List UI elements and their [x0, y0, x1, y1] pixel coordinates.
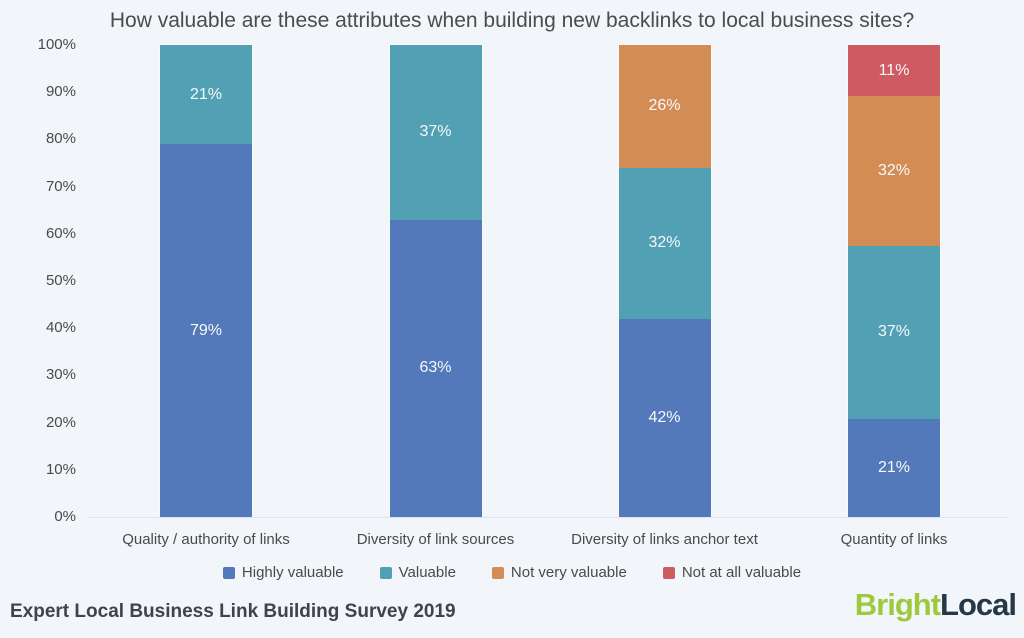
- segment-value-label: 32%: [648, 234, 681, 252]
- plot-area: 79% 21% 63% 37% 42% 32% 26% 21% 37% 32% 11%: [88, 45, 1008, 517]
- legend-label: Not very valuable: [510, 564, 627, 581]
- legend-swatch: [662, 566, 675, 579]
- segment-value-label: 63%: [419, 359, 452, 377]
- x-axis-category-label: Diversity of links anchor text: [571, 531, 758, 548]
- legend-item: Valuable: [379, 564, 456, 581]
- x-axis-category-label: Quality / authority of links: [122, 531, 290, 548]
- legend-swatch: [222, 566, 235, 579]
- source-caption: Expert Local Business Link Building Surv…: [10, 601, 456, 622]
- y-axis-tick-label: 70%: [45, 177, 76, 195]
- bar-segment: 42%: [618, 318, 711, 517]
- legend-label: Valuable: [398, 564, 456, 581]
- bar-1: 79% 21%: [160, 45, 252, 517]
- segment-value-label: 21%: [189, 85, 223, 103]
- bar-segment: 37%: [848, 245, 940, 419]
- legend-label: Not at all valuable: [681, 564, 802, 581]
- y-axis-tick-label: 90%: [45, 83, 76, 101]
- x-axis-category-label: Diversity of link sources: [356, 531, 515, 548]
- bar-segment: 37%: [389, 45, 482, 220]
- segment-value-label: 11%: [878, 61, 910, 79]
- x-axis-category-label: Quantity of links: [840, 531, 948, 548]
- legend-label: Highly valuable: [241, 564, 344, 581]
- y-axis-tick-label: 0%: [54, 508, 76, 525]
- legend-item: Not very valuable: [491, 564, 627, 581]
- segment-value-label: 26%: [648, 97, 681, 115]
- legend-swatch: [491, 566, 504, 579]
- y-axis-tick-label: 50%: [45, 272, 76, 289]
- bar-segment: 32%: [848, 96, 940, 246]
- y-axis-tick-label: 30%: [45, 366, 76, 384]
- segment-value-label: 21%: [877, 458, 911, 476]
- y-axis-tick-label: 10%: [45, 460, 76, 478]
- legend-swatch: [379, 566, 392, 579]
- bar-segment: 21%: [848, 418, 940, 517]
- bar-4: 21% 37% 32% 11%: [848, 45, 940, 517]
- y-axis-tick-label: 80%: [45, 130, 76, 148]
- segment-value-label: 79%: [189, 321, 223, 339]
- legend: Highly valuable Valuable Not very valuable…: [0, 564, 1024, 581]
- segment-value-label: 32%: [877, 162, 911, 180]
- chart-title: How valuable are these attributes when b…: [109, 9, 915, 32]
- logo-bright: Bright: [854, 587, 941, 622]
- segment-value-label: 42%: [648, 408, 681, 426]
- bar-2: 63% 37%: [389, 45, 482, 517]
- x-axis-line: [88, 517, 1008, 518]
- bar-segment: 26%: [618, 45, 711, 168]
- legend-item: Not at all valuable: [662, 564, 802, 581]
- segment-value-label: 37%: [419, 123, 452, 141]
- logo-local: Local: [940, 587, 1017, 622]
- brightlocal-logo: BrightLocal: [854, 587, 1017, 623]
- bar-segment: 79%: [160, 144, 252, 517]
- bar-segment: 11%: [848, 45, 940, 97]
- y-axis-tick-label: 40%: [45, 319, 76, 337]
- segment-value-label: 37%: [877, 323, 911, 341]
- bar-3: 42% 32% 26%: [618, 45, 711, 517]
- y-axis-tick-label: 20%: [45, 413, 76, 431]
- bar-segment: 32%: [618, 167, 711, 319]
- bar-segment: 63%: [389, 219, 482, 517]
- y-axis-tick-label: 60%: [45, 224, 76, 242]
- legend-item: Highly valuable: [222, 564, 344, 581]
- bar-segment: 21%: [160, 45, 252, 145]
- y-axis-tick-label: 100%: [37, 36, 76, 53]
